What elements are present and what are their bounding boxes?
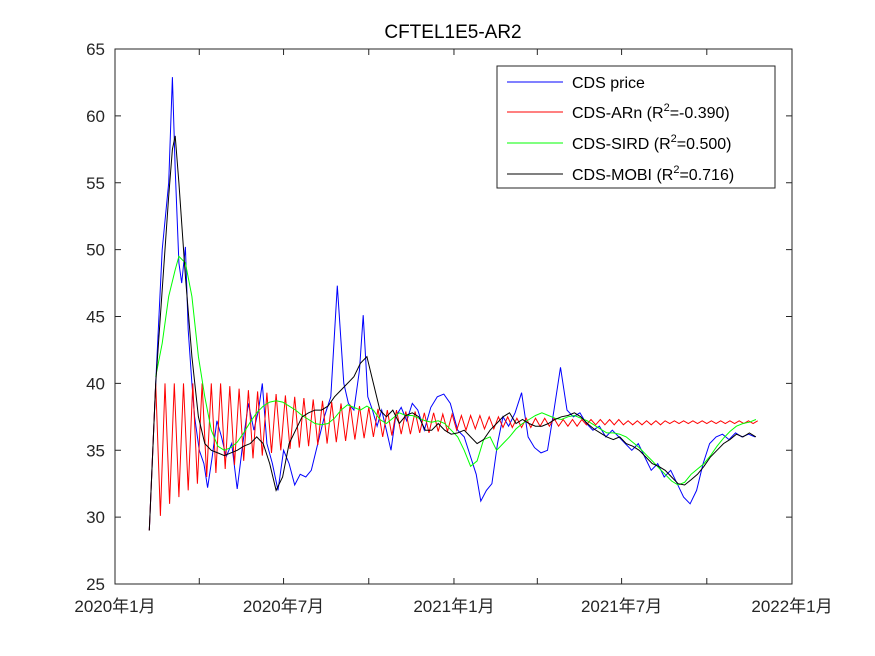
y-tick-label-55: 55 [86, 174, 105, 193]
legend-box [496, 65, 776, 189]
y-tick-label-25: 25 [86, 575, 105, 594]
y-tick-label-30: 30 [86, 508, 105, 527]
y-tick-label-60: 60 [86, 107, 105, 126]
x-tick-label-2020-07-01: 2020年7月 [243, 597, 324, 616]
series-layer [148, 77, 758, 531]
y-tick-label-35: 35 [86, 441, 105, 460]
series-line-cds-arn [148, 383, 758, 531]
y-tick-label-45: 45 [86, 308, 105, 327]
chart-title: CFTEL1E5-AR2 [384, 22, 521, 43]
legend-label-cds-mobi: CDS-MOBI (R2=0.716) [572, 164, 734, 184]
series-line-cds-mobi [148, 135, 757, 531]
axes-layer: 25 30 35 40 45 50 55 60 65 2020年1月 2020年7月 2021年1月 2… [74, 40, 832, 616]
x-tick-label-2021-01-01: 2021年1月 [413, 597, 494, 616]
y-tick-label-50: 50 [86, 241, 105, 260]
series-line-cds-price [148, 77, 756, 531]
legend-label-cds-price: CDS price [572, 75, 645, 92]
y-tick-label-40: 40 [86, 374, 105, 393]
x-tick-label-2021-07-01: 2021年7月 [581, 597, 662, 616]
y-tick-label-65: 65 [86, 40, 105, 59]
legend: CDS price CDS-ARn (R2=-0.390) CDS-SIRD (R2… [496, 65, 776, 189]
legend-label-cds-sird: CDS-SIRD (R2=0.500) [572, 133, 732, 153]
x-tick-label-2022-01-01: 2022年1月 [751, 597, 832, 616]
legend-label-cds-arn: CDS-ARn (R2=-0.390) [572, 102, 730, 122]
x-tick-label-2020-01-01: 2020年1月 [74, 597, 155, 616]
